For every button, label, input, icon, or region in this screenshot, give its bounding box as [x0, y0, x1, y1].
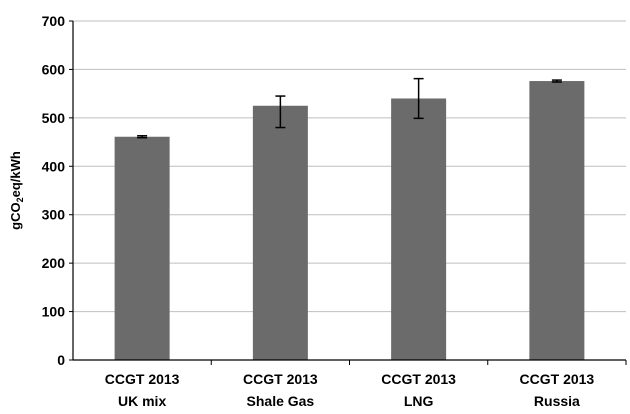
x-category-label-0-line-0: CCGT 2013	[105, 371, 180, 387]
y-axis-title-suffix: eq/kWh	[8, 151, 23, 197]
y-tick-label-0: 0	[57, 352, 65, 368]
y-tick-label-500: 500	[42, 110, 66, 126]
bar-0	[114, 136, 170, 360]
y-axis-title-subscript: 2	[15, 197, 25, 202]
y-axis-title-prefix: gCO	[8, 202, 23, 229]
y-axis-title: gCO2eq/kWh	[8, 151, 25, 230]
bar-3	[529, 81, 585, 361]
x-category-label-3-line-0: CCGT 2013	[520, 371, 595, 387]
y-tick-label-300: 300	[42, 207, 66, 223]
bar-2	[391, 98, 447, 360]
x-category-label-2-line-0: CCGT 2013	[381, 371, 456, 387]
x-category-label-3-line-1: Russia	[534, 393, 580, 409]
error-bars	[137, 77, 562, 139]
x-category-label-0-line-1: UK mix	[118, 393, 166, 409]
y-tick-label-100: 100	[42, 304, 66, 320]
x-category-label-2-line-1: LNG	[404, 393, 434, 409]
y-tick-label-200: 200	[42, 255, 66, 271]
labels: 0 100 200 300 400 500 600 700 CCGT 2013 UK mix CCG…	[42, 13, 595, 409]
x-category-label-1-line-0: CCGT 2013	[243, 371, 318, 387]
y-tick-label-700: 700	[42, 13, 66, 29]
y-tick-label-600: 600	[42, 61, 66, 77]
y-tick-label-400: 400	[42, 158, 66, 174]
bars	[114, 81, 585, 361]
bar-1	[252, 105, 308, 360]
x-category-label-1-line-1: Shale Gas	[247, 393, 315, 409]
axes	[69, 20, 627, 365]
